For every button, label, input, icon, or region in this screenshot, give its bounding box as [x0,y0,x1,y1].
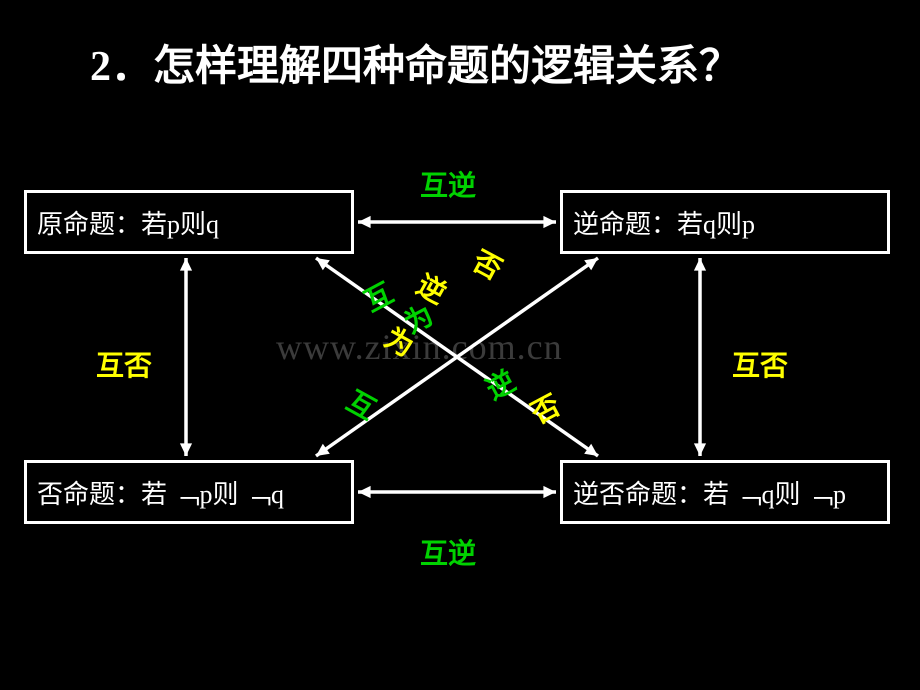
label-diag-left-1: 互 [340,380,384,429]
box-original-proposition: 原命题：若p则q [24,190,354,254]
box-contrapos-label: 逆否命题：若 ﹁q则 ﹁p [573,474,846,511]
label-bottom-converse: 互逆 [420,532,476,572]
box-converse-label: 逆命题：若q则p [573,204,755,241]
box-converse-proposition: 逆命题：若q则p [560,190,890,254]
box-contrapositive-proposition: 逆否命题：若 ﹁q则 ﹁p [560,460,890,524]
label-diag-right-1: 互 [356,272,400,320]
label-diag-left-4: 否 [466,240,510,288]
label-left-negation: 互否 [96,344,152,384]
page-title: 2．怎样理解四种命题的逻辑关系？ [90,32,741,93]
box-original-label: 原命题：若p则q [37,204,219,241]
label-diag-right-4: 否 [523,384,567,432]
label-top-converse: 互逆 [420,164,476,204]
box-inverse-proposition: 否命题：若 ﹁p则 ﹁q [24,460,354,524]
box-inverse-label: 否命题：若 ﹁p则 ﹁q [37,474,284,511]
label-right-negation: 互否 [732,344,788,384]
diagram-stage: 2．怎样理解四种命题的逻辑关系？ www.zixin.com.cn 原命题：若p… [0,0,920,690]
